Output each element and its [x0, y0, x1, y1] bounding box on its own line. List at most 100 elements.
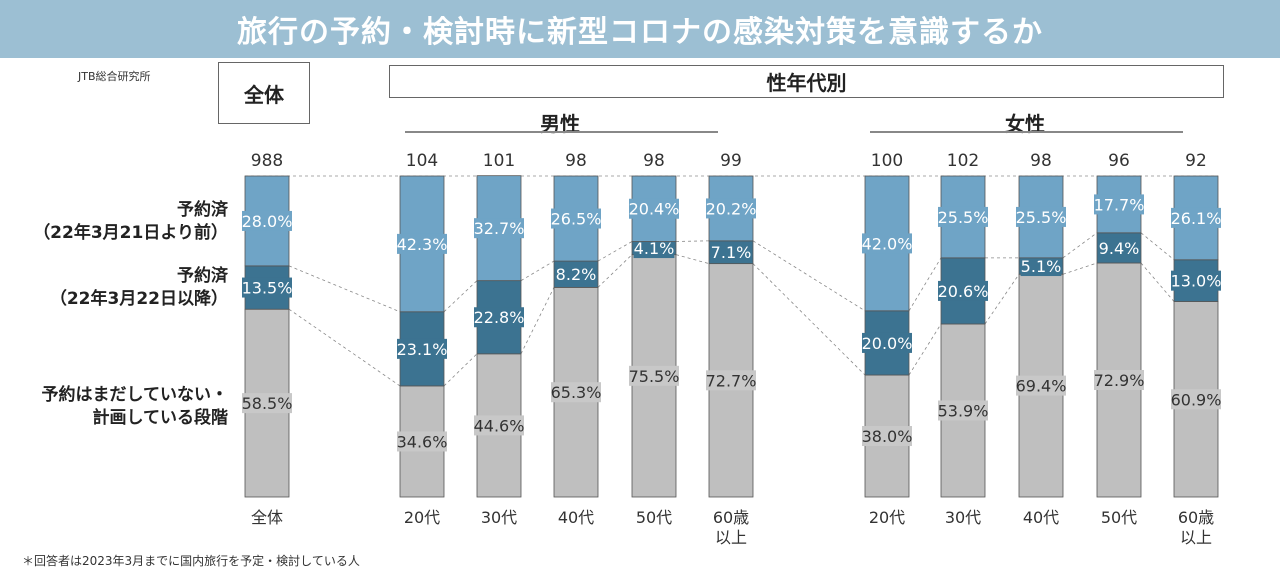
- data-label: 34.6%: [397, 432, 448, 451]
- data-label-bg: [1094, 369, 1144, 390]
- data-label: 38.0%: [862, 427, 913, 446]
- data-label: 20.6%: [938, 282, 989, 301]
- category-label: 60歳: [1178, 508, 1214, 527]
- connector-line: [1062, 232, 1098, 259]
- data-label-bg: [551, 382, 601, 403]
- data-label-bg: [706, 370, 756, 391]
- data-label: 5.1%: [1021, 257, 1062, 276]
- data-label-bg: [706, 198, 756, 219]
- data-label-bg: [633, 238, 675, 259]
- category-label: 全体: [251, 508, 283, 527]
- data-label-bg: [397, 338, 447, 359]
- data-label-bg: [1094, 194, 1144, 215]
- data-label: 44.6%: [474, 416, 525, 435]
- data-label: 4.1%: [634, 239, 675, 258]
- data-label-bg: [555, 264, 597, 285]
- data-label: 22.8%: [474, 308, 525, 327]
- row-label-not-reserved: 予約はまだしていない・ 計画している段階: [42, 384, 229, 430]
- connector-line: [752, 240, 866, 312]
- data-label: 13.5%: [242, 279, 293, 298]
- connector-line: [1140, 262, 1175, 302]
- sample-size-label: 98: [565, 151, 587, 171]
- sample-size-label: 100: [871, 151, 903, 171]
- data-label: 28.0%: [242, 212, 293, 231]
- data-label: 26.1%: [1171, 209, 1222, 228]
- source-label: JTB総合研究所: [78, 70, 151, 83]
- data-label: 58.5%: [242, 394, 293, 413]
- connector-line: [908, 257, 942, 312]
- connector-line: [597, 254, 633, 288]
- data-label: 75.5%: [629, 367, 680, 386]
- data-label-bg: [862, 233, 912, 254]
- connector-line: [675, 240, 710, 242]
- data-label: 25.5%: [938, 208, 989, 227]
- page-title: 旅行の予約・検討時に新型コロナの感染対策を意識するか: [237, 15, 1043, 50]
- connector-line: [984, 274, 1020, 325]
- data-label-bg: [1016, 375, 1066, 396]
- data-label: 26.5%: [551, 210, 602, 229]
- category-label: 30代: [481, 508, 517, 527]
- data-label-bg: [710, 242, 752, 263]
- data-label: 69.4%: [1016, 377, 1067, 396]
- data-label: 53.9%: [938, 401, 989, 420]
- data-label-bg: [474, 218, 524, 239]
- data-label: 8.2%: [556, 265, 597, 284]
- connector-line: [752, 263, 866, 376]
- data-label-bg: [474, 415, 524, 436]
- overall-header: 全体: [218, 62, 310, 124]
- data-label-bg: [1171, 389, 1221, 410]
- data-label: 32.7%: [474, 219, 525, 238]
- sample-size-label: 102: [947, 151, 979, 171]
- data-label: 25.5%: [1016, 208, 1067, 227]
- sample-size-label: 99: [720, 151, 742, 171]
- row-label-line: 予約はまだしていない・: [41, 385, 229, 405]
- data-label-bg: [397, 431, 447, 452]
- data-label-bg: [938, 400, 988, 421]
- data-label-bg: [629, 365, 679, 386]
- row-label-reserved-after: 予約済 （22年3月22日以降）: [50, 265, 228, 311]
- connector-line: [1062, 262, 1098, 275]
- female-underline: [870, 131, 1183, 133]
- category-label: 20代: [404, 508, 440, 527]
- data-label: 17.7%: [1094, 195, 1145, 214]
- data-label-bg: [242, 277, 292, 298]
- data-label-bg: [1171, 270, 1221, 291]
- category-label: 40代: [558, 508, 594, 527]
- category-label: 40代: [1023, 508, 1059, 527]
- row-label-line: 計画している段階: [92, 408, 229, 428]
- data-label: 23.1%: [397, 340, 448, 359]
- data-label-bg: [1016, 206, 1066, 227]
- data-label-bg: [551, 208, 601, 229]
- connector-line: [597, 241, 633, 262]
- data-label-bg: [1098, 237, 1140, 258]
- category-label: 以上: [715, 528, 747, 547]
- data-label-bg: [862, 426, 912, 447]
- data-label-bg: [629, 198, 679, 219]
- data-label-bg: [938, 280, 988, 301]
- connector-line: [288, 265, 401, 313]
- sample-size-label: 98: [643, 151, 665, 171]
- category-label: 60歳: [713, 508, 749, 527]
- sample-size-label: 988: [251, 151, 283, 171]
- category-label: 50代: [1101, 508, 1137, 527]
- sample-size-label: 92: [1185, 151, 1207, 171]
- data-label: 65.3%: [551, 383, 602, 402]
- data-label: 72.9%: [1094, 371, 1145, 390]
- connector-line: [1140, 232, 1175, 261]
- row-label-reserved-before: 予約済 （22年3月21日より前）: [33, 199, 228, 245]
- data-label-bg: [1171, 207, 1221, 228]
- data-label: 60.9%: [1171, 390, 1222, 409]
- data-label: 20.0%: [862, 334, 913, 353]
- row-label-line: 予約済: [177, 200, 228, 220]
- data-label-bg: [242, 210, 292, 231]
- data-label-bg: [474, 307, 524, 328]
- sample-size-label: 104: [406, 151, 438, 171]
- data-label: 13.0%: [1171, 272, 1222, 291]
- male-underline: [405, 131, 718, 133]
- category-label: 50代: [636, 508, 672, 527]
- title-bar: 旅行の予約・検討時に新型コロナの感染対策を意識するか: [0, 0, 1280, 58]
- row-label-line: 予約済: [177, 266, 228, 286]
- data-label-bg: [938, 206, 988, 227]
- sample-size-label: 96: [1108, 151, 1130, 171]
